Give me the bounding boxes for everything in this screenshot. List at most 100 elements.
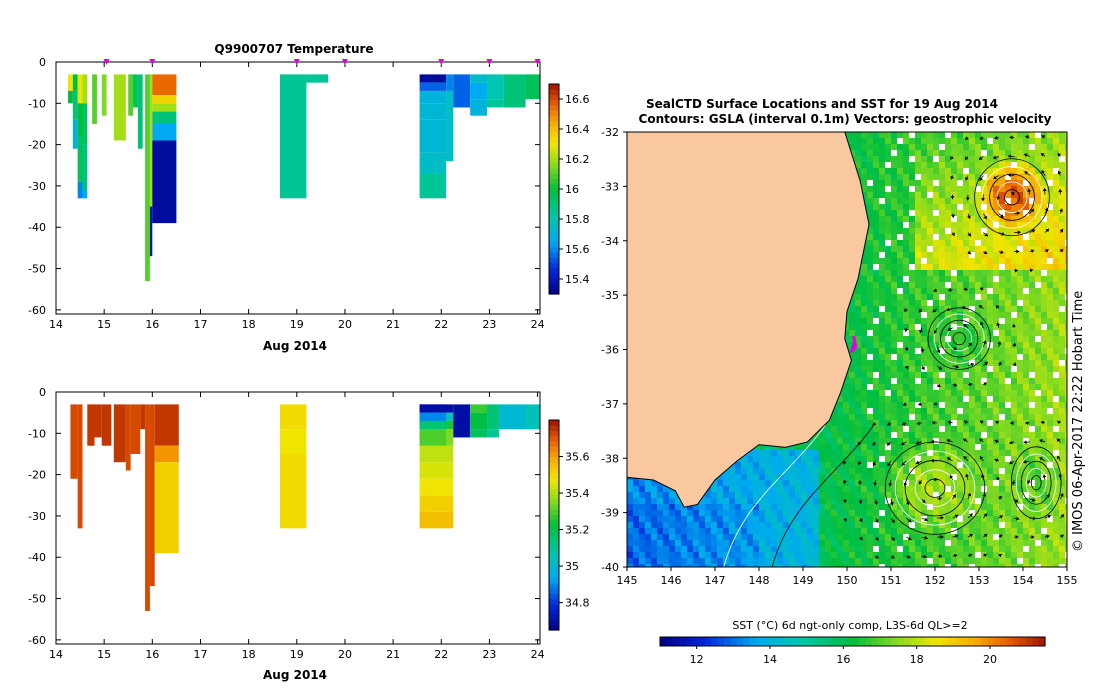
sst-cell [831, 528, 838, 535]
sst-cell [897, 432, 904, 439]
sst-cell [993, 240, 1000, 247]
salinity-colorbar-segment [549, 551, 559, 558]
sst-cell [909, 312, 916, 319]
sst-cell [909, 276, 916, 283]
sst-cell [897, 276, 904, 283]
sst-cell [945, 228, 952, 235]
sst-cell [927, 528, 934, 535]
sst-cell [915, 468, 922, 475]
sst-cell [789, 528, 796, 535]
sst-cell [879, 432, 886, 439]
sst-cell [987, 192, 994, 199]
sst-cell [831, 546, 838, 553]
temperature-xtick-label: 23 [482, 318, 496, 331]
sst-cell [849, 144, 856, 151]
salinity-colorbar-segment [549, 603, 559, 610]
sst-cell [885, 288, 892, 295]
sst-cell [861, 264, 868, 271]
sst-cell [957, 492, 964, 499]
sst-cell [951, 168, 958, 175]
sst-cell [861, 276, 868, 283]
sst-cell [873, 504, 880, 511]
sst-cell [945, 246, 952, 253]
sst-cell [903, 252, 910, 259]
sst-cell [885, 432, 892, 439]
sst-cell [933, 294, 940, 301]
sst-cell [981, 240, 988, 247]
sst-cell [933, 498, 940, 505]
sst-cell [975, 414, 982, 421]
sst-cell [939, 378, 946, 385]
sst-cell [939, 306, 946, 313]
sst-cell [879, 174, 886, 181]
sst-cell [729, 498, 736, 505]
sst-cell [879, 294, 886, 301]
sst-cell [849, 378, 856, 385]
temperature-xtick-label: 21 [386, 318, 400, 331]
sst-cell [639, 504, 646, 511]
temperature-colorbar-tick-label: 16 [565, 183, 579, 196]
sst-cell [897, 270, 904, 277]
sst-cell [861, 360, 868, 367]
sst-cell [909, 510, 916, 517]
sst-cell [891, 378, 898, 385]
sst-cell [855, 528, 862, 535]
sst-cell [669, 546, 676, 553]
sst-cell [849, 528, 856, 535]
sst-cell [939, 162, 946, 169]
sst-cell [993, 138, 1000, 145]
sst-cell [939, 234, 946, 241]
temperature-cell [101, 74, 107, 116]
sst-cell [867, 174, 874, 181]
sst-cell [927, 420, 934, 427]
sst-cell [699, 516, 706, 523]
sst-cell [873, 258, 880, 265]
sst-cell [885, 372, 892, 379]
sst-cell [873, 444, 880, 451]
sst-cell [987, 372, 994, 379]
sst-cell [957, 342, 964, 349]
sst-cell [1011, 156, 1018, 163]
sst-cell [807, 528, 814, 535]
sst-cell [981, 456, 988, 463]
sst-cell [711, 492, 718, 499]
sst-cell [909, 546, 916, 553]
sst-cell [873, 222, 880, 229]
salinity-xtick-label: 21 [386, 648, 400, 661]
sst-cell [945, 282, 952, 289]
sst-cell [1011, 162, 1018, 169]
sst-cell [855, 402, 862, 409]
sst-cell [963, 468, 970, 475]
salinity-colorbar-segment [549, 556, 559, 563]
sst-cell [921, 192, 928, 199]
sst-cell [897, 198, 904, 205]
sst-cell [981, 222, 988, 229]
sst-cell [777, 564, 784, 567]
sst-cell [825, 486, 832, 493]
sst-cell [645, 522, 652, 529]
sst-cell [885, 534, 892, 541]
sst-cell [957, 168, 964, 175]
sst-cell [891, 282, 898, 289]
sst-cell [687, 552, 694, 559]
sst-cell [891, 426, 898, 433]
sst-cell [627, 528, 634, 535]
sst-cell [861, 558, 868, 565]
temperature-profile-marker [293, 59, 300, 65]
sst-cell [963, 354, 970, 361]
sst-cell [819, 498, 826, 505]
salinity-colorbar-segment [549, 462, 559, 468]
sst-cell [975, 288, 982, 295]
sst-cell [939, 474, 946, 481]
sst-cell [873, 432, 880, 439]
sst-cell [855, 444, 862, 451]
sst-cell [717, 522, 724, 529]
sst-cell [843, 534, 850, 541]
salinity-colorbar-segment [549, 519, 559, 526]
sst-cell [861, 144, 868, 151]
sst-cell [771, 522, 778, 529]
sst-cell [879, 180, 886, 187]
sst-cell [765, 504, 772, 511]
sst-cell [885, 294, 892, 301]
sst-cell [885, 384, 892, 391]
